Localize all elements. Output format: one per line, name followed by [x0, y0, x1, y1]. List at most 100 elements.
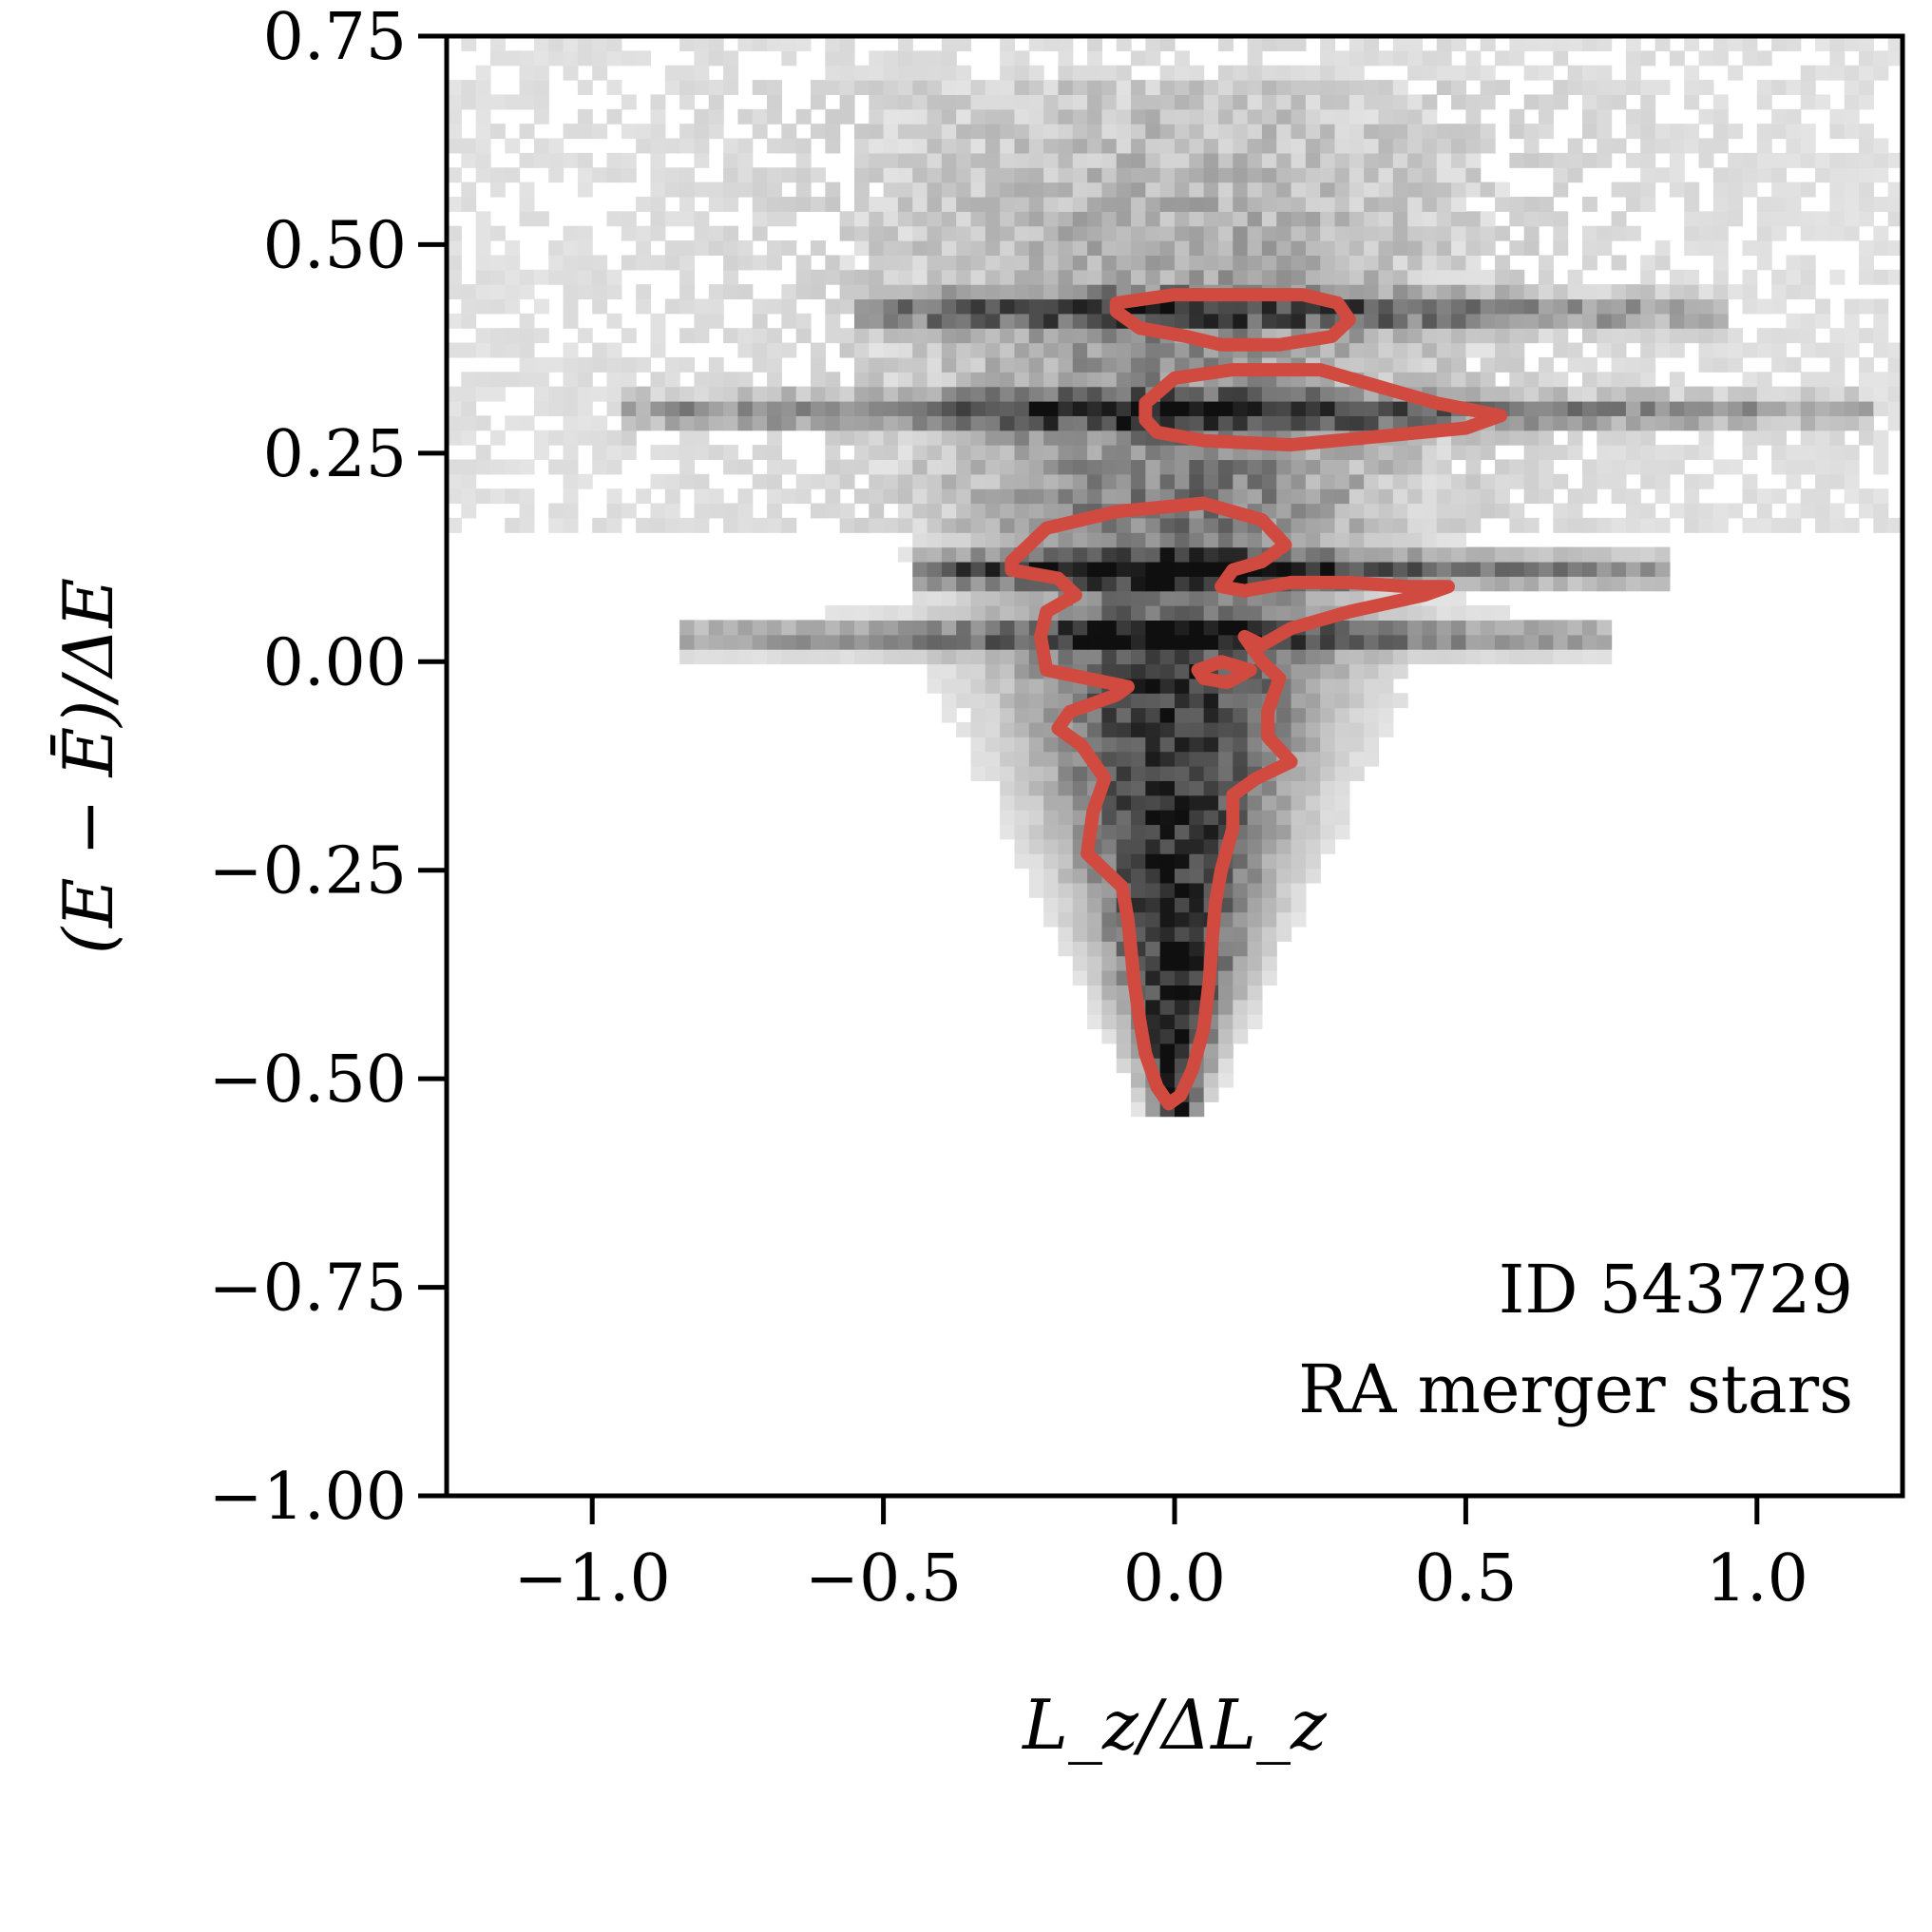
heatmap-cell: [1276, 313, 1292, 329]
heatmap-cell: [912, 401, 928, 416]
heatmap-cell: [1276, 473, 1292, 489]
heatmap-cell: [1203, 736, 1219, 753]
heatmap-cell: [1276, 196, 1292, 212]
heatmap-cell: [1597, 546, 1613, 563]
heatmap-cell: [1203, 182, 1219, 198]
heatmap-cell: [1829, 503, 1846, 519]
heatmap-cell: [1233, 532, 1249, 548]
heatmap-cell: [839, 255, 855, 271]
heatmap-cell: [1378, 152, 1394, 168]
heatmap-cell: [752, 620, 768, 636]
heatmap-cell: [475, 488, 491, 505]
heatmap-cell: [1320, 780, 1336, 796]
heatmap-cell: [1684, 225, 1700, 241]
heatmap-cell: [621, 167, 637, 183]
heatmap-cell: [1859, 167, 1874, 183]
heatmap-cell: [1334, 94, 1350, 110]
heatmap-cell: [1014, 605, 1030, 621]
heatmap-cell: [1233, 459, 1249, 475]
heatmap-cell: [897, 50, 913, 67]
heatmap-cell: [897, 386, 913, 402]
heatmap-cell: [985, 167, 1001, 183]
heatmap-cell: [1392, 488, 1408, 505]
heatmap-cell: [1553, 445, 1569, 461]
heatmap-cell: [1392, 473, 1408, 489]
heatmap-cell: [1217, 1058, 1234, 1074]
heatmap-cell: [1509, 284, 1525, 300]
annotation-id: ID 543729: [1499, 1251, 1853, 1329]
heatmap-cell: [941, 678, 957, 694]
heatmap-cell: [1058, 430, 1074, 446]
heatmap-cell: [1407, 240, 1424, 256]
heatmap-cell: [1640, 138, 1656, 154]
heatmap-cell: [1873, 401, 1889, 416]
heatmap-cell: [1175, 80, 1190, 96]
heatmap-cell: [1829, 401, 1846, 416]
heatmap-cell: [752, 124, 768, 140]
heatmap-cell: [650, 445, 666, 461]
heatmap-cell: [1189, 838, 1205, 854]
heatmap-cell: [767, 415, 782, 431]
heatmap-cell: [1261, 94, 1277, 110]
heatmap-cell: [1364, 488, 1380, 505]
heatmap-cell: [1203, 124, 1219, 140]
heatmap-cell: [1175, 240, 1190, 256]
heatmap-cell: [825, 182, 841, 198]
heatmap-cell: [1203, 810, 1219, 826]
heatmap-cell: [781, 167, 797, 183]
heatmap-cell: [548, 152, 564, 168]
heatmap-cell: [1495, 196, 1510, 212]
heatmap-cell: [1334, 225, 1350, 241]
heatmap-cell: [1509, 196, 1525, 212]
heatmap-cell: [839, 473, 855, 489]
heatmap-cell: [1625, 488, 1641, 505]
heatmap-cell: [1159, 1058, 1176, 1074]
heatmap-cell: [1175, 766, 1190, 781]
heatmap-cell: [1000, 649, 1016, 665]
heatmap-cell: [1349, 284, 1365, 300]
heatmap-cell: [1655, 36, 1671, 51]
heatmap-cell: [606, 356, 622, 373]
heatmap-cell: [1291, 868, 1307, 884]
heatmap-cell: [592, 284, 608, 300]
heatmap-cell: [708, 284, 724, 300]
heatmap-cell: [985, 649, 1001, 665]
heatmap-cell: [1145, 269, 1161, 285]
heatmap-cell: [883, 620, 899, 636]
heatmap-cell: [1465, 50, 1482, 67]
heatmap-cell: [694, 401, 710, 416]
heatmap-cell: [1217, 124, 1234, 140]
heatmap-cell: [1392, 313, 1408, 329]
heatmap-cell: [1101, 620, 1118, 636]
heatmap-cell: [1436, 605, 1452, 621]
heatmap-cell: [1305, 794, 1321, 811]
heatmap-cell: [1058, 794, 1074, 811]
heatmap-cell: [1247, 751, 1263, 767]
heatmap-cell: [679, 211, 696, 227]
heatmap-cell: [941, 138, 957, 154]
heatmap-cell: [839, 459, 855, 475]
heatmap-cell: [1072, 298, 1088, 315]
heatmap-cell: [1320, 736, 1336, 753]
contour-line-3: [1191, 655, 1257, 690]
heatmap-cell: [767, 298, 782, 315]
heatmap-cell: [1611, 313, 1627, 329]
heatmap-cell: [1334, 663, 1350, 679]
heatmap-cell: [1291, 298, 1307, 315]
heatmap-cell: [1116, 138, 1132, 154]
heatmap-cell: [1422, 328, 1438, 344]
heatmap-cell: [795, 473, 812, 489]
heatmap-cell: [1058, 50, 1074, 67]
heatmap-cell: [1640, 152, 1656, 168]
heatmap-cell: [1101, 736, 1118, 753]
heatmap-cell: [694, 36, 710, 51]
heatmap-cell: [1800, 284, 1816, 300]
heatmap-cell: [1873, 138, 1889, 154]
heatmap-cell: [1058, 780, 1074, 796]
heatmap-cell: [475, 124, 491, 140]
heatmap-cell: [767, 401, 782, 416]
heatmap-cell: [1349, 182, 1365, 198]
heatmap-cell: [461, 372, 477, 388]
heatmap-cell: [956, 649, 972, 665]
heatmap-cell: [1116, 124, 1132, 140]
